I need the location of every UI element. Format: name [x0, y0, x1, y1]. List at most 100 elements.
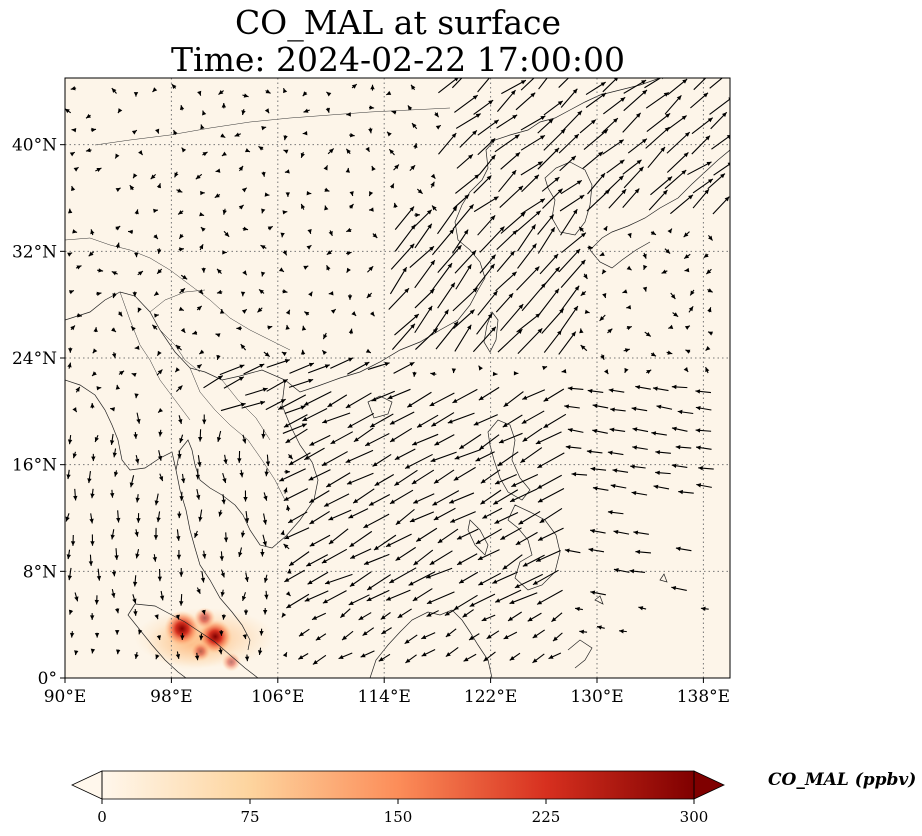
wind-arrow-head — [68, 348, 73, 353]
wind-arrow-shaft — [521, 282, 547, 312]
wind-arrow-head — [381, 629, 387, 634]
wind-arrow-head — [652, 386, 658, 391]
wind-arrow-shaft — [409, 245, 435, 268]
wind-arrow-head — [285, 591, 291, 597]
wind-arrow-head — [577, 110, 582, 116]
wind-arrow-head — [278, 267, 284, 272]
wind-arrow-head — [574, 134, 579, 139]
wind-arrow-head — [152, 556, 157, 562]
wind-arrow-head — [416, 537, 422, 542]
wind-arrow-shaft — [414, 305, 433, 334]
wind-arrow-shaft — [452, 204, 474, 230]
wind-arrow-head — [258, 146, 264, 151]
latitude-tick-labels: 0° 8°N 16°N 24°N 32°N 40°N — [12, 136, 65, 689]
wind-arrow-head — [74, 650, 79, 656]
wind-arrow-head — [695, 428, 701, 433]
wind-arrow-head — [330, 439, 336, 444]
wind-arrow-head — [238, 376, 244, 381]
wind-arrow-head — [580, 259, 586, 265]
lon-tick-label: 106°E — [251, 687, 304, 707]
wind-arrow-head — [536, 557, 542, 562]
wind-arrow-head — [677, 409, 683, 415]
wind-arrow-head — [67, 252, 73, 257]
wind-arrow-head — [155, 128, 160, 134]
wind-arrow-head — [510, 250, 515, 256]
wind-arrow-head — [600, 82, 606, 87]
wind-arrow-shaft — [537, 527, 564, 541]
wind-arrow-shaft — [284, 527, 310, 540]
wind-arrow-shaft — [432, 490, 460, 506]
wind-arrow-head — [385, 542, 391, 547]
wind-arrow-head — [683, 367, 689, 372]
wind-arrow-head — [116, 517, 121, 523]
wind-arrow-head — [117, 311, 123, 317]
wind-arrow-head — [365, 348, 371, 353]
wind-arrow-head — [137, 307, 142, 313]
wind-arrow-head — [66, 474, 71, 480]
wind-arrow-head — [627, 232, 632, 238]
wind-arrow-head — [71, 128, 77, 133]
wind-arrow-head — [684, 132, 690, 137]
wind-arrow-head — [511, 170, 517, 176]
wind-arrow-shaft — [389, 411, 415, 425]
wind-arrow-head — [90, 229, 95, 235]
wind-arrow-head — [707, 307, 712, 313]
wind-arrow-head — [350, 554, 356, 559]
wind-arrow-head — [557, 188, 563, 194]
wind-arrow-head — [345, 458, 351, 463]
wind-arrow-head — [217, 268, 222, 274]
wind-arrow-head — [642, 253, 647, 259]
wind-arrow-head — [475, 113, 481, 118]
wind-arrow-shaft — [345, 449, 374, 464]
wind-arrow-head — [96, 386, 102, 391]
wind-arrow-head — [703, 92, 709, 98]
wind-arrow-head — [676, 95, 682, 101]
wind-arrow-head — [472, 287, 478, 293]
wind-arrow-head — [592, 428, 598, 434]
wind-arrow-head — [673, 312, 679, 317]
lat-tick-label: 32°N — [12, 242, 57, 262]
wind-arrow-head — [115, 153, 120, 159]
wind-arrow-head — [302, 416, 308, 421]
wind-arrow-head — [393, 202, 398, 208]
wind-arrow-head — [613, 78, 618, 82]
wind-arrow-head — [684, 325, 690, 330]
wind-arrow-head — [174, 172, 179, 178]
wind-arrow-head — [96, 167, 102, 172]
wind-arrow-head — [537, 498, 543, 503]
wind-arrow-head — [309, 498, 315, 503]
wind-arrow-head — [675, 546, 681, 551]
wind-arrow-head — [284, 577, 290, 582]
colorbar-tick-label: 150 — [384, 808, 413, 826]
wind-arrow-shaft — [492, 489, 519, 505]
wind-arrow-head — [489, 73, 494, 78]
wind-arrow-head — [175, 345, 181, 350]
wind-arrow-head — [426, 599, 432, 604]
map-frame — [64, 77, 731, 679]
wind-arrow-head — [394, 455, 400, 460]
wind-arrow-head — [389, 149, 394, 155]
wind-arrow-head — [134, 252, 139, 258]
wind-arrow-shaft — [426, 591, 455, 605]
wind-arrow-shaft — [415, 328, 438, 350]
wind-arrow-shaft — [322, 412, 351, 424]
wind-arrow-head — [196, 364, 202, 369]
wind-arrow-head — [73, 167, 79, 172]
wind-arrow-head — [634, 188, 640, 194]
wind-arrow-head — [346, 227, 352, 232]
wind-arrow-head — [182, 274, 188, 280]
wind-arrow-head — [696, 445, 701, 450]
wind-arrow-head — [378, 657, 384, 662]
wind-arrow-head — [90, 648, 96, 654]
wind-arrow-shaft — [454, 448, 482, 460]
wind-arrow-head — [494, 480, 500, 485]
wind-arrow-head — [551, 68, 555, 73]
wind-arrow-shaft — [385, 533, 412, 548]
wind-arrow-head — [564, 548, 570, 553]
wind-arrow-head — [477, 555, 483, 560]
wind-arrow-head — [219, 309, 225, 314]
wind-arrow-shaft — [536, 474, 562, 490]
wind-arrow-head — [175, 614, 180, 620]
wind-arrow-head — [363, 560, 369, 565]
wind-arrow-head — [222, 250, 227, 255]
